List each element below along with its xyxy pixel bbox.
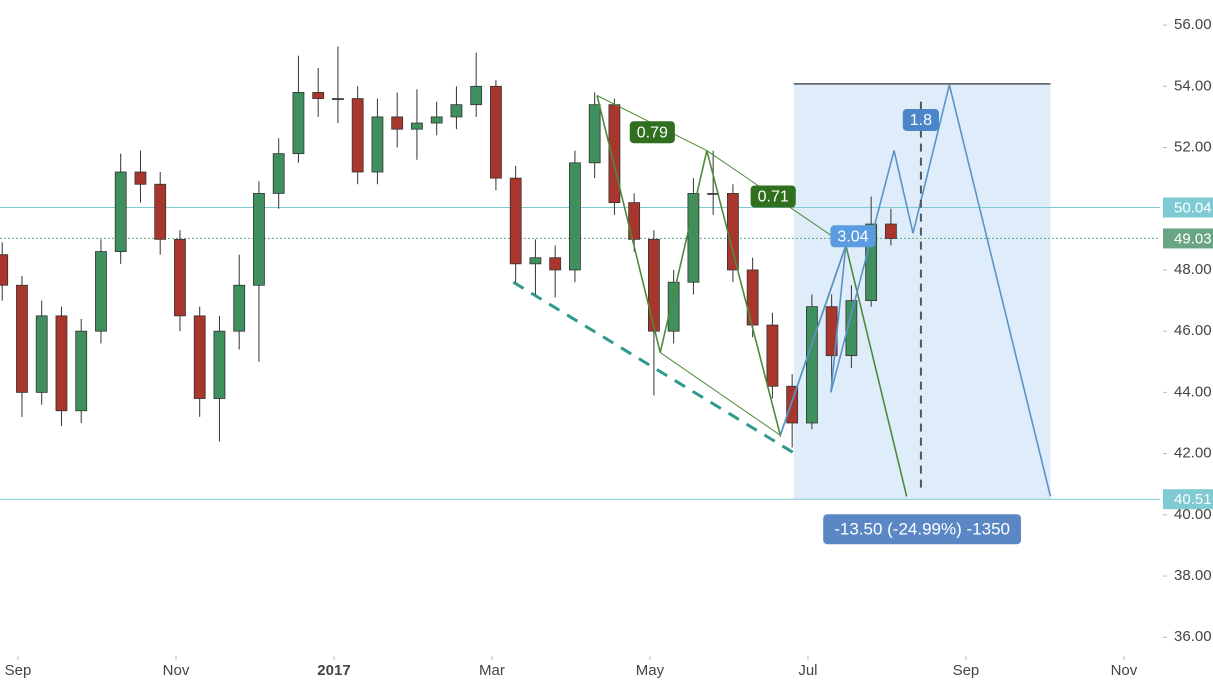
- measure-label: -13.50 (-24.99%) -1350: [834, 520, 1010, 539]
- candle-body: [351, 98, 364, 173]
- measure-box: [793, 83, 1051, 500]
- candle-body: [884, 223, 897, 239]
- measure-label-box: [823, 514, 1021, 545]
- candle-body: [490, 85, 502, 179]
- x-tick-label: Jul: [798, 662, 817, 679]
- candle-body: [529, 257, 542, 265]
- ratio-label-text: 1.8: [910, 112, 932, 129]
- candle-body: [0, 254, 9, 286]
- candle-body: [588, 104, 601, 164]
- candle-body: [312, 92, 325, 99]
- candle-body: [766, 324, 779, 387]
- candle-body: [450, 104, 463, 118]
- candle-body: [746, 269, 759, 326]
- ratio-label-text: 0.79: [637, 124, 668, 141]
- y-tick-label: 36.00: [1174, 628, 1212, 645]
- y-tick-label: 48.00: [1174, 261, 1212, 278]
- ratio-label-box: [629, 121, 675, 144]
- ratio-label-box: [830, 225, 876, 248]
- candle-body: [213, 330, 226, 399]
- candle-body: [569, 162, 581, 271]
- ratio-label-box: [902, 108, 940, 131]
- x-tick-label: Mar: [479, 662, 505, 679]
- candle-body: [16, 284, 28, 393]
- price-tag: [1163, 228, 1213, 249]
- candle-body: [75, 330, 88, 412]
- ratio-label-text: 0.71: [758, 189, 789, 206]
- candle-body: [35, 315, 48, 393]
- ratio-label: 3.04: [830, 225, 876, 248]
- candle-body: [253, 193, 265, 286]
- trend-line: [512, 280, 801, 458]
- candle-body: [55, 315, 68, 412]
- y-tick-label: 46.00: [1174, 322, 1212, 339]
- price-tag-label: 50.04: [1174, 199, 1212, 216]
- price-tag-label: 40.51: [1174, 491, 1212, 508]
- candle-body: [667, 281, 680, 332]
- ratio-label-text: 3.04: [837, 229, 868, 246]
- candle-body: [845, 300, 858, 357]
- candle-body: [786, 385, 799, 424]
- candle-body: [411, 122, 423, 130]
- y-tick-label: 52.00: [1174, 138, 1212, 155]
- candle-body: [233, 284, 246, 332]
- candle-body: [727, 193, 739, 271]
- candle-body: [687, 193, 700, 283]
- candle-body: [470, 85, 483, 106]
- y-tick-label: 40.00: [1174, 506, 1212, 523]
- candle-body: [174, 238, 186, 317]
- x-tick-label: Nov: [163, 662, 190, 679]
- ratio-label: 0.71: [750, 185, 796, 208]
- y-tick-label: 42.00: [1174, 445, 1212, 462]
- y-tick-label: 38.00: [1174, 567, 1212, 584]
- candle-body: [193, 315, 206, 399]
- candle-body: [648, 238, 660, 332]
- candle-body: [134, 171, 147, 185]
- pattern-line: [596, 95, 908, 497]
- candle-body: [154, 183, 167, 240]
- candle-body: [430, 116, 443, 124]
- y-tick-label: 56.00: [1174, 16, 1212, 33]
- candle-body: [292, 92, 305, 155]
- ratio-label: 0.79: [629, 121, 675, 144]
- pattern-connector: [659, 352, 781, 436]
- candle-body: [391, 116, 404, 130]
- candle-body: [114, 171, 127, 252]
- candle-body: [371, 116, 384, 173]
- candle-body: [549, 257, 562, 271]
- candle-body: [272, 153, 285, 194]
- candle-body: [805, 306, 818, 424]
- price-tag: [1163, 197, 1213, 218]
- x-tick-label: Nov: [1111, 662, 1138, 679]
- y-tick-label: 54.00: [1174, 77, 1212, 94]
- x-tick-label: Sep: [953, 662, 980, 679]
- candle-body: [95, 251, 107, 332]
- price-tag: [1163, 489, 1213, 510]
- x-tick-label: Sep: [5, 662, 32, 679]
- ratio-label-box: [750, 185, 796, 208]
- ratio-label: 1.8: [902, 108, 940, 131]
- candle-body: [332, 98, 344, 100]
- candle-body: [509, 177, 522, 265]
- x-tick-label: 2017: [317, 662, 350, 679]
- y-tick-label: 44.00: [1174, 383, 1212, 400]
- x-tick-label: May: [636, 662, 665, 679]
- price-tag-label: 49.03: [1174, 230, 1212, 247]
- candle-body: [707, 193, 720, 195]
